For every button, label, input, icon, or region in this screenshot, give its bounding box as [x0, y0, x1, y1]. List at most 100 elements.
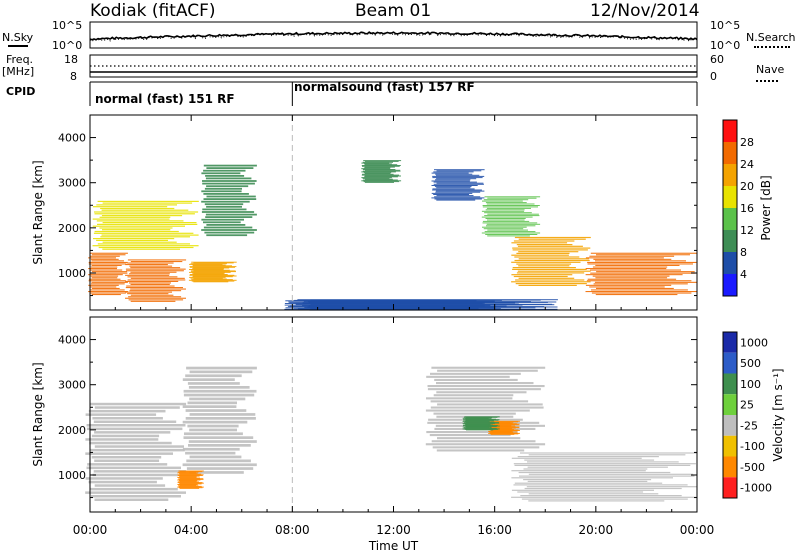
power-cell: [512, 267, 576, 269]
power-cell: [94, 230, 179, 233]
velocity-cell: [178, 485, 202, 487]
velocity-cell: [89, 448, 185, 452]
power-cell: [436, 170, 482, 172]
power-region: [201, 164, 257, 237]
power-region: [511, 236, 591, 286]
power-cell: [201, 200, 250, 203]
power-colorbar-tick: 16: [740, 202, 754, 215]
power-cell: [88, 291, 128, 293]
velocity-colorbar-tick: -100: [740, 440, 765, 453]
power-cell: [125, 268, 186, 270]
power-cell: [91, 287, 120, 289]
power-cell: [517, 270, 591, 272]
power-cell: [518, 258, 590, 260]
velocity-cell: [94, 484, 166, 487]
power-cell: [189, 266, 237, 268]
velocity-colorbar-frame: [722, 331, 738, 499]
velocity-cell: [527, 461, 679, 463]
power-cell: [364, 175, 401, 177]
velocity-cell: [513, 463, 696, 465]
velocity-cell: [93, 470, 186, 473]
power-cell: [206, 205, 242, 208]
power-cell: [515, 283, 587, 285]
power-cell: [88, 261, 128, 263]
power-cell: [511, 274, 573, 276]
power-cell: [192, 268, 224, 270]
power-cell: [585, 284, 672, 286]
velocity-cell: [189, 471, 244, 474]
velocity-cell: [514, 482, 663, 484]
power-cell: [513, 240, 575, 242]
power-cell: [193, 267, 230, 269]
velocity-cell: [429, 434, 511, 437]
velocity-region: [462, 416, 500, 431]
power-cell: [363, 179, 398, 181]
power-cell: [486, 223, 541, 225]
power-colorbar-segment: [723, 252, 737, 274]
power-colorbar-tick: 20: [740, 180, 754, 193]
x-tick-label: 16:00: [477, 523, 512, 537]
y-tick-label: 3000: [58, 177, 86, 190]
velocity-cell: [513, 484, 688, 486]
power-cell: [204, 203, 244, 206]
velocity-cell: [186, 467, 254, 470]
power-region: [585, 252, 697, 296]
velocity-cell: [189, 428, 237, 432]
power-cell: [484, 231, 536, 233]
power-cell: [100, 236, 190, 238]
velocity-cell: [178, 471, 199, 473]
velocity-cell: [94, 406, 180, 409]
power-cell: [511, 254, 569, 256]
power-cell: [96, 204, 177, 206]
y-tick-label: 1000: [58, 267, 86, 280]
power-cell: [591, 292, 692, 294]
power-cell: [101, 215, 183, 217]
velocity-colorbar-tick: 500: [740, 357, 761, 370]
power-cell: [436, 195, 474, 197]
power-colorbar-segment: [723, 120, 737, 142]
power-colorbar-tick: 24: [740, 158, 754, 171]
velocity-cell: [177, 472, 196, 474]
velocity-cell: [437, 437, 521, 440]
power-cell: [483, 199, 529, 201]
y-tick-label: 4000: [58, 334, 86, 347]
velocity-cell: [177, 486, 204, 488]
power-cell: [97, 223, 198, 225]
velocity-cell: [85, 413, 157, 416]
velocity-cell: [527, 480, 648, 482]
power-cell: [587, 278, 677, 280]
power-cell: [92, 206, 168, 208]
velocity-cell: [511, 477, 673, 479]
power-cell: [596, 287, 674, 289]
power-colorbar-segment: [723, 274, 737, 296]
power-cell: [206, 224, 246, 226]
power-cell: [595, 277, 668, 279]
velocity-region: [425, 366, 546, 452]
power-cell: [511, 261, 581, 263]
power-cell: [434, 196, 481, 198]
power-cell: [364, 163, 392, 165]
power-cell: [189, 269, 224, 270]
power-region: [88, 252, 128, 296]
power-cell: [512, 247, 591, 249]
velocity-cell: [94, 459, 160, 462]
power-colorbar-segment: [723, 164, 737, 186]
power-cell: [361, 165, 401, 166]
velocity-cell: [188, 386, 250, 389]
date-title: 12/Nov/2014: [590, 1, 700, 21]
power-cell: [365, 160, 399, 162]
power-cell: [512, 268, 587, 270]
velocity-heatmap: [85, 366, 697, 502]
power-cell: [129, 265, 173, 267]
power-cell: [88, 280, 126, 282]
power-cell: [91, 271, 128, 273]
cpid-label: CPID: [6, 85, 36, 98]
power-colorbar-frame: [722, 119, 738, 297]
velocity-cell: [179, 473, 198, 475]
velocity-cell: [430, 406, 544, 409]
noise-tick-bottom-right: 10^0: [710, 39, 741, 52]
power-cell: [92, 225, 185, 227]
power-cell: [206, 234, 248, 237]
velocity-cell: [511, 470, 646, 472]
